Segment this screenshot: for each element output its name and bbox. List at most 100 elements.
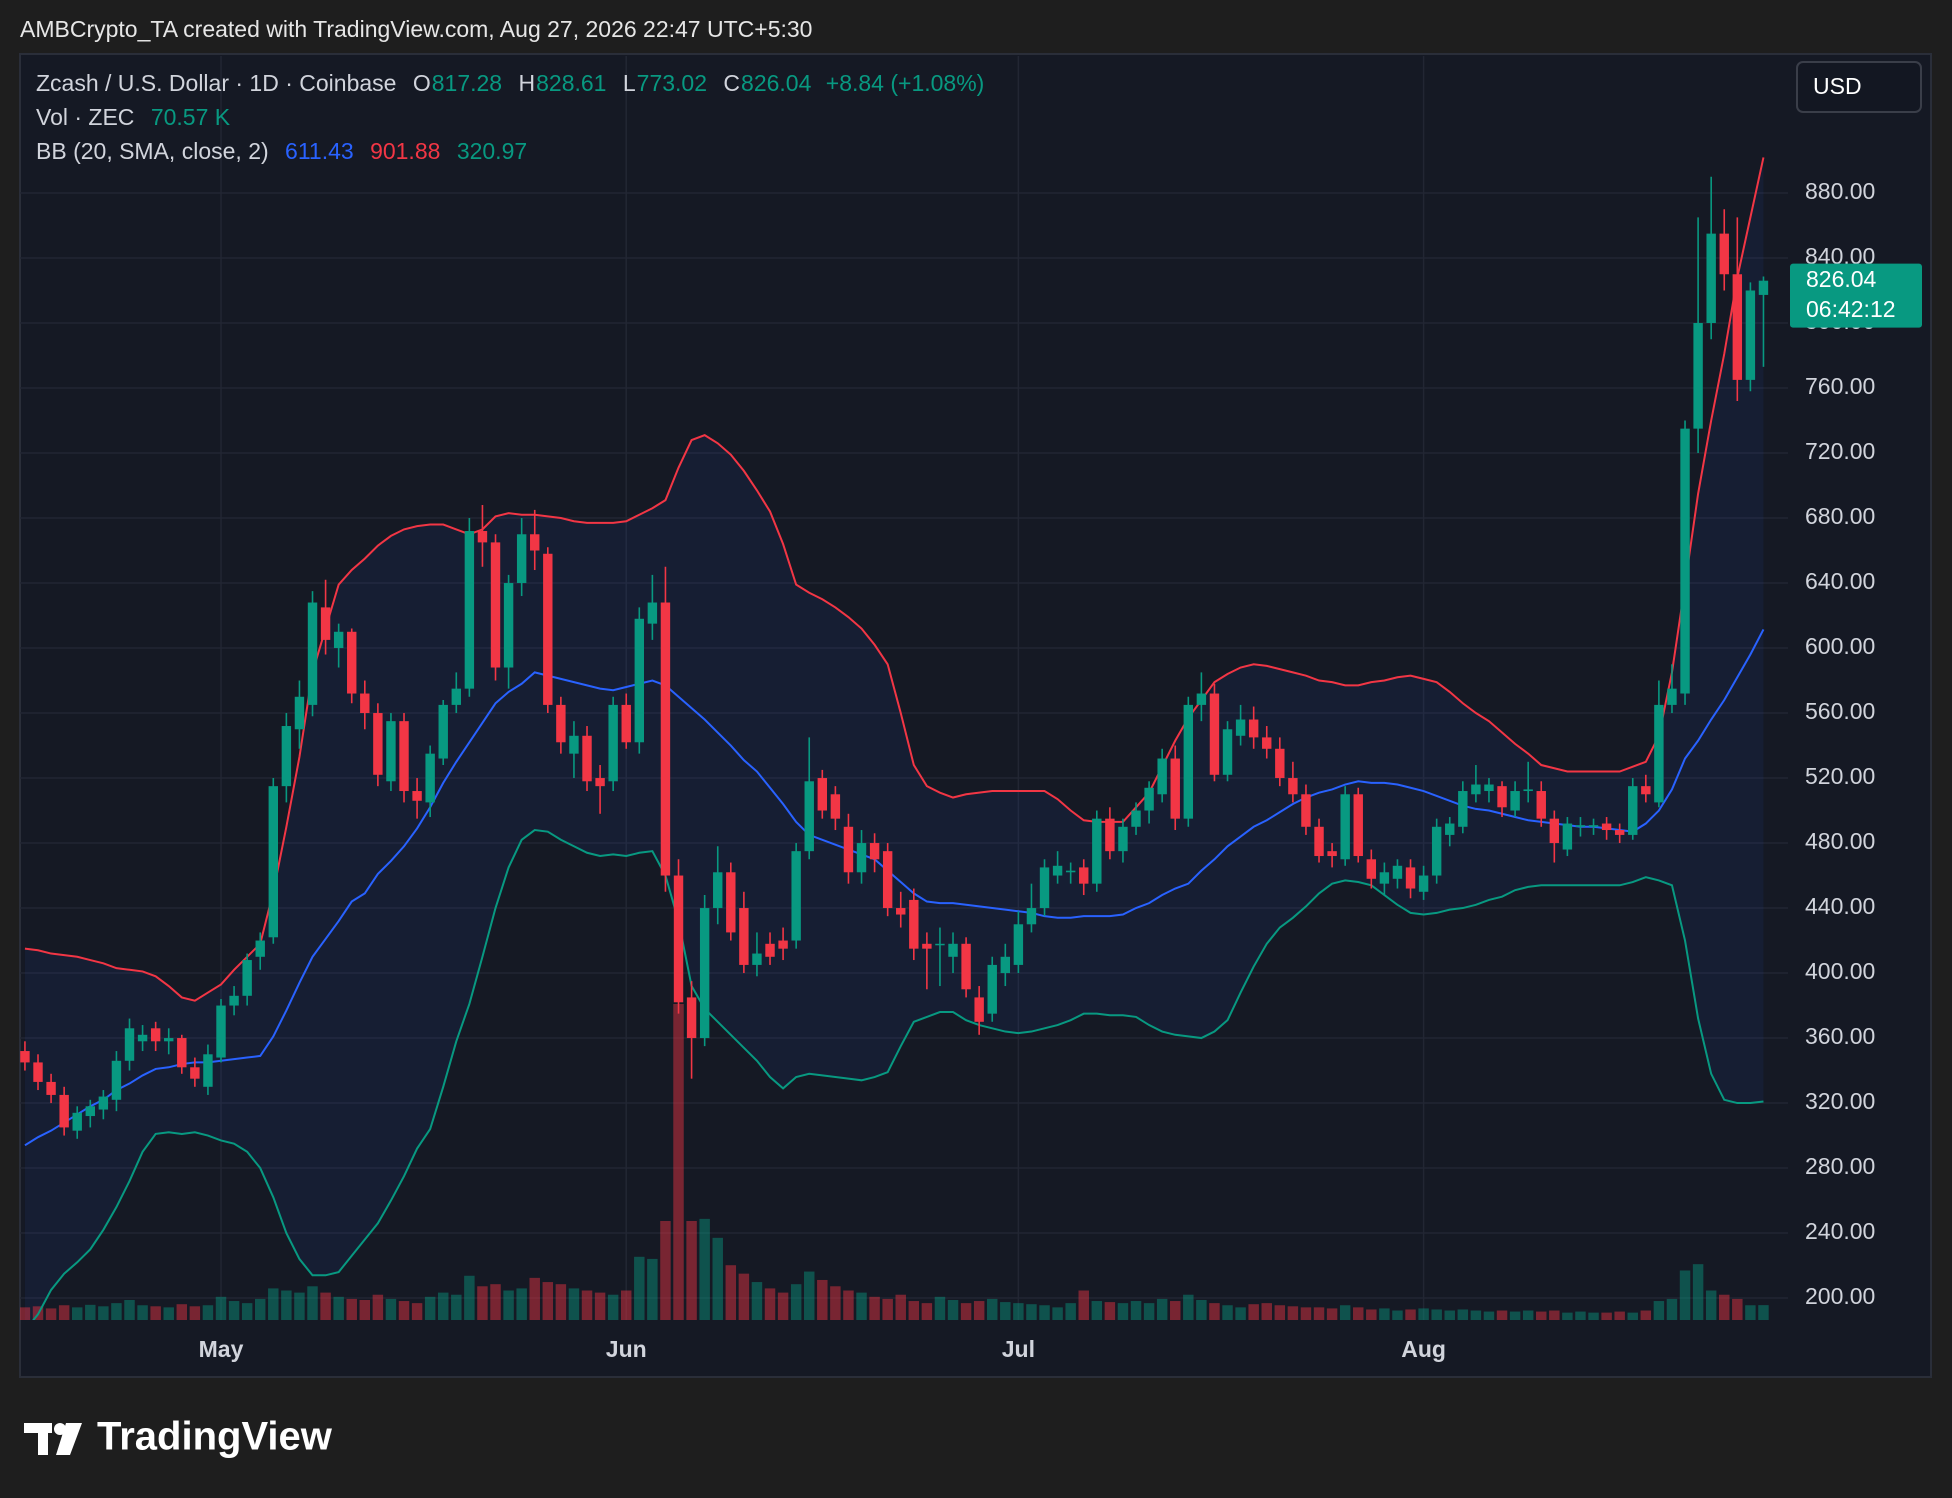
candle-body (1288, 778, 1298, 795)
candle-body (516, 534, 527, 584)
volume-bar (1509, 1311, 1521, 1320)
candle-body (1039, 867, 1050, 909)
ohlc-label: O (413, 70, 431, 96)
volume-bar (1614, 1311, 1625, 1320)
candle-body (1445, 823, 1455, 835)
y-tick-label: 600.00 (1805, 633, 1875, 659)
candle-body (333, 631, 344, 649)
candle-body (1262, 737, 1272, 749)
currency-button[interactable] (1796, 61, 1922, 113)
volume-bar (1431, 1309, 1442, 1320)
y-tick-label: 760.00 (1805, 373, 1875, 399)
volume-bar (490, 1284, 501, 1320)
candle-body (294, 696, 305, 730)
candle-body (856, 843, 867, 873)
candle-body (1000, 956, 1011, 974)
candle-body (1353, 794, 1363, 857)
candle-body (935, 943, 945, 946)
volume-bar (1091, 1301, 1103, 1320)
volume-bar (176, 1304, 188, 1320)
candle-body (1693, 323, 1703, 429)
volume-bar (764, 1288, 776, 1320)
volume-bar (1392, 1310, 1403, 1320)
candle-body (412, 791, 422, 801)
volume-bar (1758, 1305, 1769, 1320)
volume-bar (1601, 1312, 1612, 1320)
volume-bar (437, 1292, 449, 1320)
candle-body (543, 553, 553, 705)
candle-body (98, 1096, 109, 1110)
volume-bar (320, 1292, 331, 1320)
candle-body (530, 534, 540, 551)
volume-bar (137, 1305, 148, 1320)
candle-body (713, 872, 723, 909)
volume-bar (1418, 1308, 1429, 1320)
volume-bar (124, 1299, 135, 1320)
symbol-title: Zcash / U.S. Dollar · 1D · Coinbase (36, 70, 396, 96)
candle-body (477, 531, 488, 543)
candle-body (739, 908, 749, 965)
volume-bar (71, 1307, 83, 1320)
volume-bar (1536, 1311, 1547, 1320)
volume-bar (830, 1286, 841, 1320)
candle-body (686, 997, 697, 1039)
candle-body (556, 704, 566, 743)
candle-body (307, 602, 318, 705)
candle-body (1301, 794, 1311, 827)
volume-bar (908, 1301, 920, 1320)
candle-body (778, 940, 788, 949)
candle-body (255, 940, 265, 957)
candle-body (438, 704, 448, 759)
candle-body (1275, 748, 1285, 779)
candle-body (1458, 791, 1468, 827)
volume-bar (1470, 1310, 1482, 1320)
volume-bar (1549, 1310, 1560, 1320)
candle-body (164, 1038, 174, 1042)
candle-body (1719, 233, 1729, 275)
y-tick-label: 480.00 (1805, 828, 1875, 854)
volume-bar (1627, 1312, 1638, 1320)
volume-bar (215, 1296, 227, 1320)
volume-bar (568, 1288, 580, 1320)
volume-bar (542, 1282, 554, 1320)
volume-bar (817, 1279, 828, 1320)
y-tick-label: 880.00 (1805, 178, 1875, 204)
candle-body (1144, 787, 1154, 811)
volume-bar (359, 1299, 371, 1320)
candle-body (1588, 825, 1599, 827)
volume-bar (1130, 1301, 1142, 1320)
volume-bar (973, 1301, 985, 1320)
volume-bar (451, 1294, 462, 1320)
band-line (32, 828, 1764, 1320)
y-tick-label: 280.00 (1805, 1153, 1875, 1179)
price-tag: 826.04 06:42:12 (1790, 263, 1922, 328)
volume-bar (1640, 1310, 1652, 1320)
volume-bar (1496, 1310, 1508, 1320)
volume-bar (241, 1303, 253, 1320)
volume-bar (529, 1277, 540, 1320)
price-tag-countdown: 06:42:12 (1806, 296, 1896, 322)
candle-body (608, 704, 618, 782)
candle-body (425, 753, 435, 803)
volume-bar (673, 1004, 684, 1320)
close-value: 826.04 (741, 70, 812, 96)
y-tick-label: 720.00 (1805, 438, 1875, 464)
candle-body (320, 607, 331, 640)
volume-bar (189, 1306, 201, 1320)
candle-body (360, 693, 370, 714)
volume-bar (1457, 1309, 1469, 1320)
x-tick-label: Jul (1002, 1336, 1035, 1362)
candle-body (1536, 791, 1546, 819)
currency-label[interactable]: USD (1813, 73, 1862, 99)
candle-body (1601, 823, 1612, 831)
candle-body (190, 1067, 200, 1079)
volume-bar (594, 1292, 606, 1320)
logo-part (54, 1423, 66, 1435)
candle-body (1418, 875, 1429, 892)
candle-body (1654, 704, 1664, 803)
brand-logo (24, 1423, 82, 1455)
candle-body (46, 1081, 56, 1095)
candle-body (451, 688, 462, 705)
